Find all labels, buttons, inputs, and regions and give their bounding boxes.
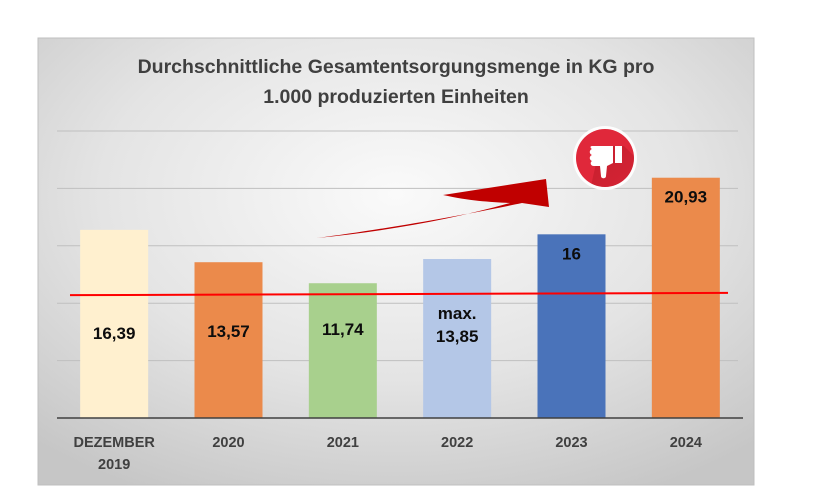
data-label: 16 (562, 244, 581, 263)
data-labels: 16,39 13,57 11,74 max. 13,85 16 20,93 (93, 188, 707, 346)
bar (651, 177, 720, 418)
data-label: 13,57 (207, 322, 250, 341)
data-label: max. (438, 304, 477, 323)
data-label: 16,39 (93, 324, 136, 343)
bar (423, 259, 492, 418)
reference-line (69, 291, 729, 297)
category-label: 2024 (670, 435, 702, 451)
category-labels: DEZEMBER 2019 2020 2021 2022 2023 2024 (73, 435, 701, 473)
data-label: 11,74 (322, 320, 364, 339)
bar (80, 229, 149, 418)
bar (308, 283, 377, 418)
data-label: 20,93 (665, 188, 708, 207)
category-label: 2019 (98, 457, 130, 473)
bars (80, 177, 720, 418)
chart-title: Durchschnittliche Gesamtentsorgungsmenge… (138, 56, 655, 108)
category-label: DEZEMBER (73, 435, 155, 451)
trend-arrow-icon (317, 179, 549, 238)
category-label: 2020 (212, 435, 244, 451)
category-label: 2022 (441, 435, 473, 451)
data-label: 13,85 (436, 327, 479, 346)
bar (194, 262, 263, 418)
chart-area-background (37, 37, 755, 486)
bar (537, 234, 606, 418)
chart-title-line-1: Durchschnittliche Gesamtentsorgungsmenge… (138, 56, 655, 78)
gridlines (57, 130, 738, 362)
thumbs-down-icon (573, 126, 637, 190)
category-label: 2021 (327, 435, 359, 451)
category-label: 2023 (555, 435, 587, 451)
chart-title-line-2: 1.000 produzierten Einheiten (263, 86, 528, 108)
